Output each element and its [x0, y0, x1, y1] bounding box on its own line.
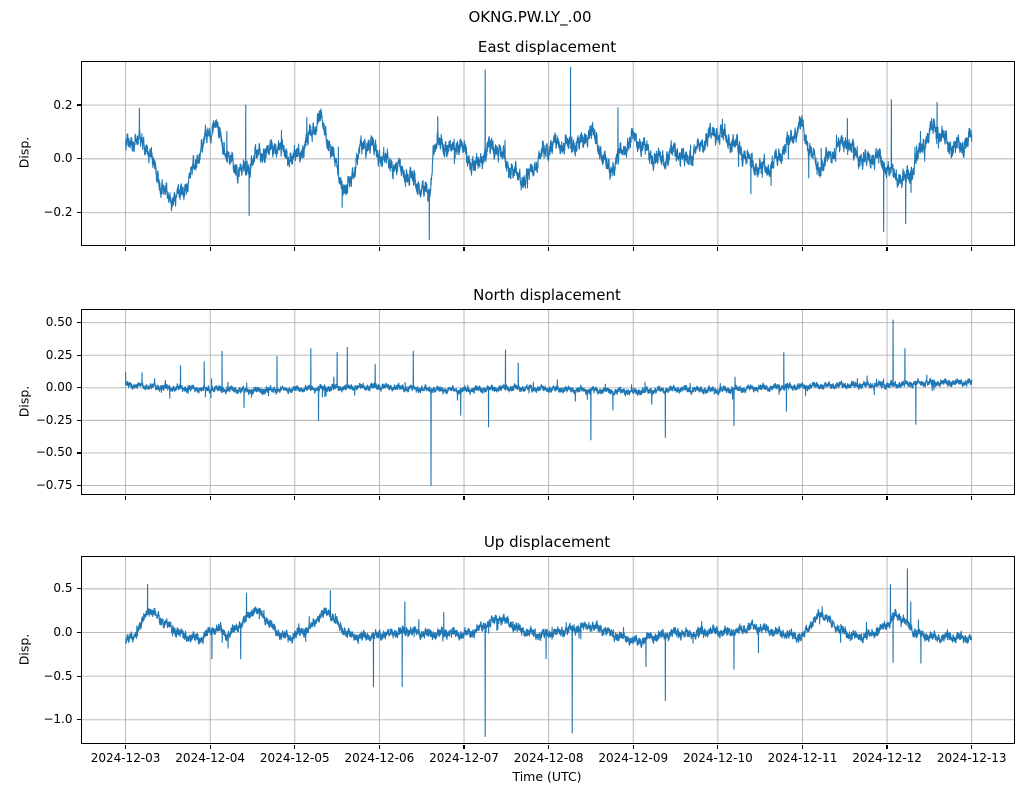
x-tick-mark [124, 744, 127, 749]
x-tick-label: 2024-12-13 [936, 751, 1007, 765]
x-tick-label: 2024-12-05 [259, 751, 330, 765]
y-tick-mark [76, 719, 81, 721]
x-tick-label: 2024-12-11 [767, 751, 838, 765]
x-tick-mark [801, 246, 804, 251]
x-tick-mark [801, 744, 804, 749]
x-tick-label: 2024-12-10 [682, 751, 753, 765]
y-tick-label: 0.25 [45, 347, 73, 362]
axes-east [80, 60, 1015, 246]
x-tick-mark [548, 744, 550, 749]
y-tick-label: 0.0 [53, 151, 73, 166]
x-tick-mark [971, 744, 973, 749]
y-tick-mark [76, 631, 81, 634]
subplot-title-east: East displacement [477, 38, 617, 56]
x-tick-mark [717, 744, 719, 749]
x-tick-mark [378, 495, 380, 500]
x-tick-label: 2024-12-12 [852, 751, 922, 765]
x-tick-label: 2024-12-04 [175, 751, 246, 765]
y-tick-label: 0.00 [45, 380, 73, 395]
north-displacement-canvas [81, 309, 1014, 494]
y-tick-mark [76, 322, 81, 324]
x-tick-mark [209, 744, 211, 749]
x-tick-mark [378, 744, 380, 749]
y-tick-mark [76, 452, 81, 454]
x-tick-label: 2024-12-09 [598, 751, 669, 765]
x-tick-mark [209, 495, 211, 500]
figure-suptitle: OKNG.PW.LY_.00 [468, 8, 592, 26]
y-tick-mark [76, 354, 81, 356]
x-tick-mark [124, 495, 127, 500]
x-tick-mark [294, 246, 296, 251]
x-tick-mark [124, 246, 127, 251]
x-tick-label: 2024-12-03 [90, 751, 161, 765]
north-displacement-line [124, 318, 972, 486]
x-tick-mark [971, 246, 973, 251]
x-tick-label: 2024-12-06 [344, 751, 415, 765]
y-tick-label: 0.0 [53, 625, 73, 640]
x-tick-mark [632, 246, 634, 251]
x-tick-mark [801, 495, 804, 500]
x-tick-mark [971, 495, 973, 500]
x-tick-mark [378, 246, 380, 251]
x-tick-mark [886, 246, 888, 251]
y-tick-mark [76, 419, 81, 421]
y-tick-label: 0.2 [53, 97, 73, 112]
subplot-title-north: North displacement [473, 286, 621, 304]
east-displacement-line [124, 66, 972, 240]
subplot-title-up: Up displacement [483, 533, 611, 551]
x-tick-mark [632, 495, 634, 500]
x-tick-mark [548, 246, 550, 251]
x-tick-mark [632, 744, 634, 749]
x-tick-mark [294, 744, 296, 749]
axes-north [80, 308, 1015, 495]
x-tick-mark [717, 495, 719, 500]
x-tick-mark [717, 246, 719, 251]
y-tick-label: 0.5 [53, 581, 73, 596]
x-tick-mark [294, 495, 296, 500]
x-tick-mark [463, 495, 465, 500]
x-tick-label: 2024-12-08 [513, 751, 584, 765]
x-tick-mark [209, 246, 211, 251]
y-tick-label: −1.0 [43, 712, 73, 727]
y-tick-label: 0.50 [45, 315, 73, 330]
y-tick-mark [76, 387, 81, 389]
y-tick-mark [76, 675, 81, 677]
x-tick-mark [463, 246, 465, 251]
y-tick-mark [76, 588, 81, 590]
x-tick-mark [548, 495, 550, 500]
x-tick-label: 2024-12-07 [429, 751, 499, 765]
y-tick-mark [76, 212, 81, 214]
y-tick-mark [76, 484, 81, 487]
up-displacement-canvas [81, 556, 1014, 743]
y-tick-mark [76, 104, 81, 106]
x-tick-mark [463, 744, 465, 749]
y-tick-label: −0.2 [43, 205, 73, 220]
x-tick-mark [886, 744, 888, 749]
y-tick-label: −0.25 [35, 412, 73, 427]
y-tick-label: −0.75 [35, 478, 73, 493]
axes-up [80, 555, 1015, 744]
x-axis-label: Time (UTC) [512, 769, 582, 784]
east-displacement-canvas [81, 61, 1014, 245]
y-tick-label: −0.5 [43, 668, 73, 683]
up-displacement-line [124, 567, 972, 737]
y-tick-label: −0.50 [35, 445, 73, 460]
x-tick-mark [886, 495, 888, 500]
y-tick-mark [76, 158, 81, 160]
